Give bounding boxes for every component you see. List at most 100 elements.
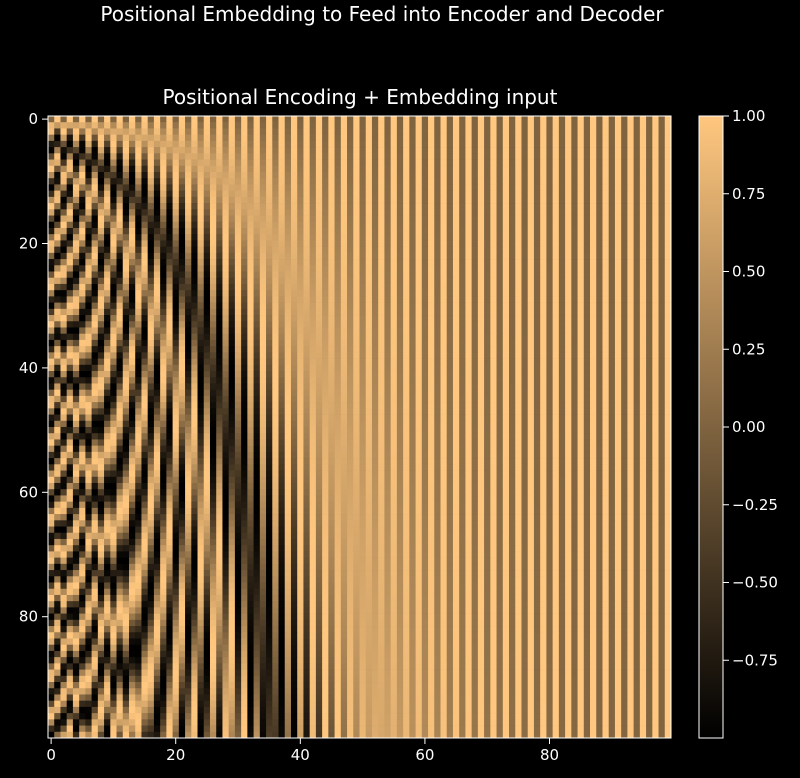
heatmap-cell bbox=[209, 395, 217, 403]
heatmap-cell bbox=[222, 327, 230, 335]
heatmap-cell bbox=[160, 140, 167, 148]
heatmap-cell bbox=[627, 122, 634, 129]
heatmap-cell bbox=[72, 395, 80, 403]
heatmap-cell bbox=[110, 296, 117, 303]
heatmap-cell bbox=[172, 395, 180, 403]
heatmap-cell bbox=[546, 134, 553, 142]
heatmap-cell bbox=[459, 227, 466, 235]
heatmap-cell bbox=[54, 339, 61, 347]
heatmap-cell bbox=[452, 321, 460, 328]
heatmap-cell bbox=[583, 178, 591, 185]
heatmap-cell bbox=[477, 153, 485, 160]
heatmap-cell bbox=[153, 184, 161, 191]
heatmap-cell bbox=[533, 128, 541, 136]
heatmap-cell bbox=[141, 259, 149, 266]
heatmap-cell bbox=[359, 296, 367, 303]
heatmap-cell bbox=[434, 227, 441, 235]
heatmap-cell bbox=[209, 296, 217, 303]
heatmap-cell bbox=[203, 283, 211, 291]
heatmap-cell bbox=[309, 153, 317, 160]
heatmap-cell bbox=[135, 184, 142, 191]
heatmap-cell bbox=[197, 227, 205, 235]
heatmap-cell bbox=[334, 377, 342, 384]
heatmap-cell bbox=[334, 364, 342, 372]
heatmap-cell bbox=[471, 147, 479, 154]
heatmap-cell bbox=[658, 259, 666, 266]
heatmap-cell bbox=[496, 290, 504, 297]
heatmap-cell bbox=[558, 234, 566, 241]
heatmap-cell bbox=[365, 259, 373, 266]
heatmap-cell bbox=[66, 265, 74, 272]
heatmap-cell bbox=[104, 209, 111, 216]
heatmap-cell bbox=[446, 128, 454, 136]
heatmap-cell bbox=[259, 178, 267, 185]
heatmap-cell bbox=[590, 215, 597, 223]
heatmap-cell bbox=[621, 203, 628, 210]
heatmap-cell bbox=[209, 171, 217, 179]
heatmap-cell bbox=[452, 153, 460, 160]
heatmap-cell bbox=[97, 402, 105, 409]
heatmap-cell bbox=[471, 165, 479, 173]
heatmap-cell bbox=[459, 408, 466, 415]
heatmap-cell bbox=[583, 128, 591, 136]
heatmap-cell bbox=[48, 420, 55, 428]
heatmap-cell bbox=[396, 277, 404, 285]
heatmap-cell bbox=[359, 383, 367, 391]
heatmap-cell bbox=[334, 352, 342, 359]
heatmap-cell bbox=[428, 171, 435, 179]
heatmap-cell bbox=[627, 196, 634, 204]
heatmap-cell bbox=[315, 203, 323, 210]
heatmap-cell bbox=[477, 327, 485, 335]
heatmap-cell bbox=[646, 364, 653, 372]
heatmap-cell bbox=[614, 153, 622, 160]
heatmap-cell bbox=[365, 321, 373, 328]
heatmap-cell bbox=[135, 358, 142, 366]
heatmap-cell bbox=[347, 383, 354, 391]
heatmap-cell bbox=[104, 153, 111, 160]
heatmap-cell bbox=[484, 364, 491, 372]
heatmap-cell bbox=[496, 339, 504, 347]
heatmap-cell bbox=[166, 315, 173, 322]
heatmap-cell bbox=[222, 116, 230, 123]
heatmap-cell bbox=[552, 234, 560, 241]
heatmap-cell bbox=[533, 321, 541, 328]
heatmap-cell bbox=[608, 402, 616, 409]
heatmap-cell bbox=[409, 190, 416, 198]
heatmap-cell bbox=[54, 190, 61, 198]
heatmap-cell bbox=[72, 315, 80, 322]
heatmap-cell bbox=[664, 333, 672, 341]
heatmap-cell bbox=[266, 140, 273, 148]
heatmap-cell bbox=[241, 283, 248, 291]
heatmap-cell bbox=[166, 190, 173, 198]
heatmap-cell bbox=[552, 190, 560, 198]
heatmap-cell bbox=[484, 234, 491, 241]
heatmap-cell bbox=[309, 420, 317, 428]
heatmap-cell bbox=[509, 196, 516, 204]
heatmap-cell bbox=[378, 371, 385, 378]
heatmap-cell bbox=[147, 171, 155, 179]
heatmap-cell bbox=[147, 321, 155, 328]
heatmap-cell bbox=[596, 240, 603, 247]
heatmap-cell bbox=[266, 122, 273, 129]
heatmap-cell bbox=[91, 290, 99, 297]
heatmap-cell bbox=[509, 190, 516, 198]
heatmap-cell bbox=[122, 414, 130, 422]
heatmap-cell bbox=[533, 408, 541, 415]
heatmap-cell bbox=[191, 140, 198, 148]
heatmap-cell bbox=[577, 240, 585, 247]
heatmap-cell bbox=[378, 402, 385, 409]
heatmap-cell bbox=[471, 178, 479, 185]
heatmap-cell bbox=[166, 147, 173, 154]
heatmap-cell bbox=[465, 234, 472, 241]
heatmap-cell bbox=[371, 364, 379, 372]
heatmap-cell bbox=[91, 346, 99, 353]
heatmap-cell bbox=[384, 221, 391, 229]
heatmap-cell bbox=[147, 358, 155, 366]
heatmap-cell bbox=[128, 408, 136, 415]
heatmap-cell bbox=[583, 327, 591, 335]
heatmap-cell bbox=[266, 227, 273, 235]
heatmap-cell bbox=[247, 203, 254, 210]
heatmap-cell bbox=[284, 203, 292, 210]
heatmap-cell bbox=[658, 234, 666, 241]
heatmap-cell bbox=[278, 221, 286, 229]
